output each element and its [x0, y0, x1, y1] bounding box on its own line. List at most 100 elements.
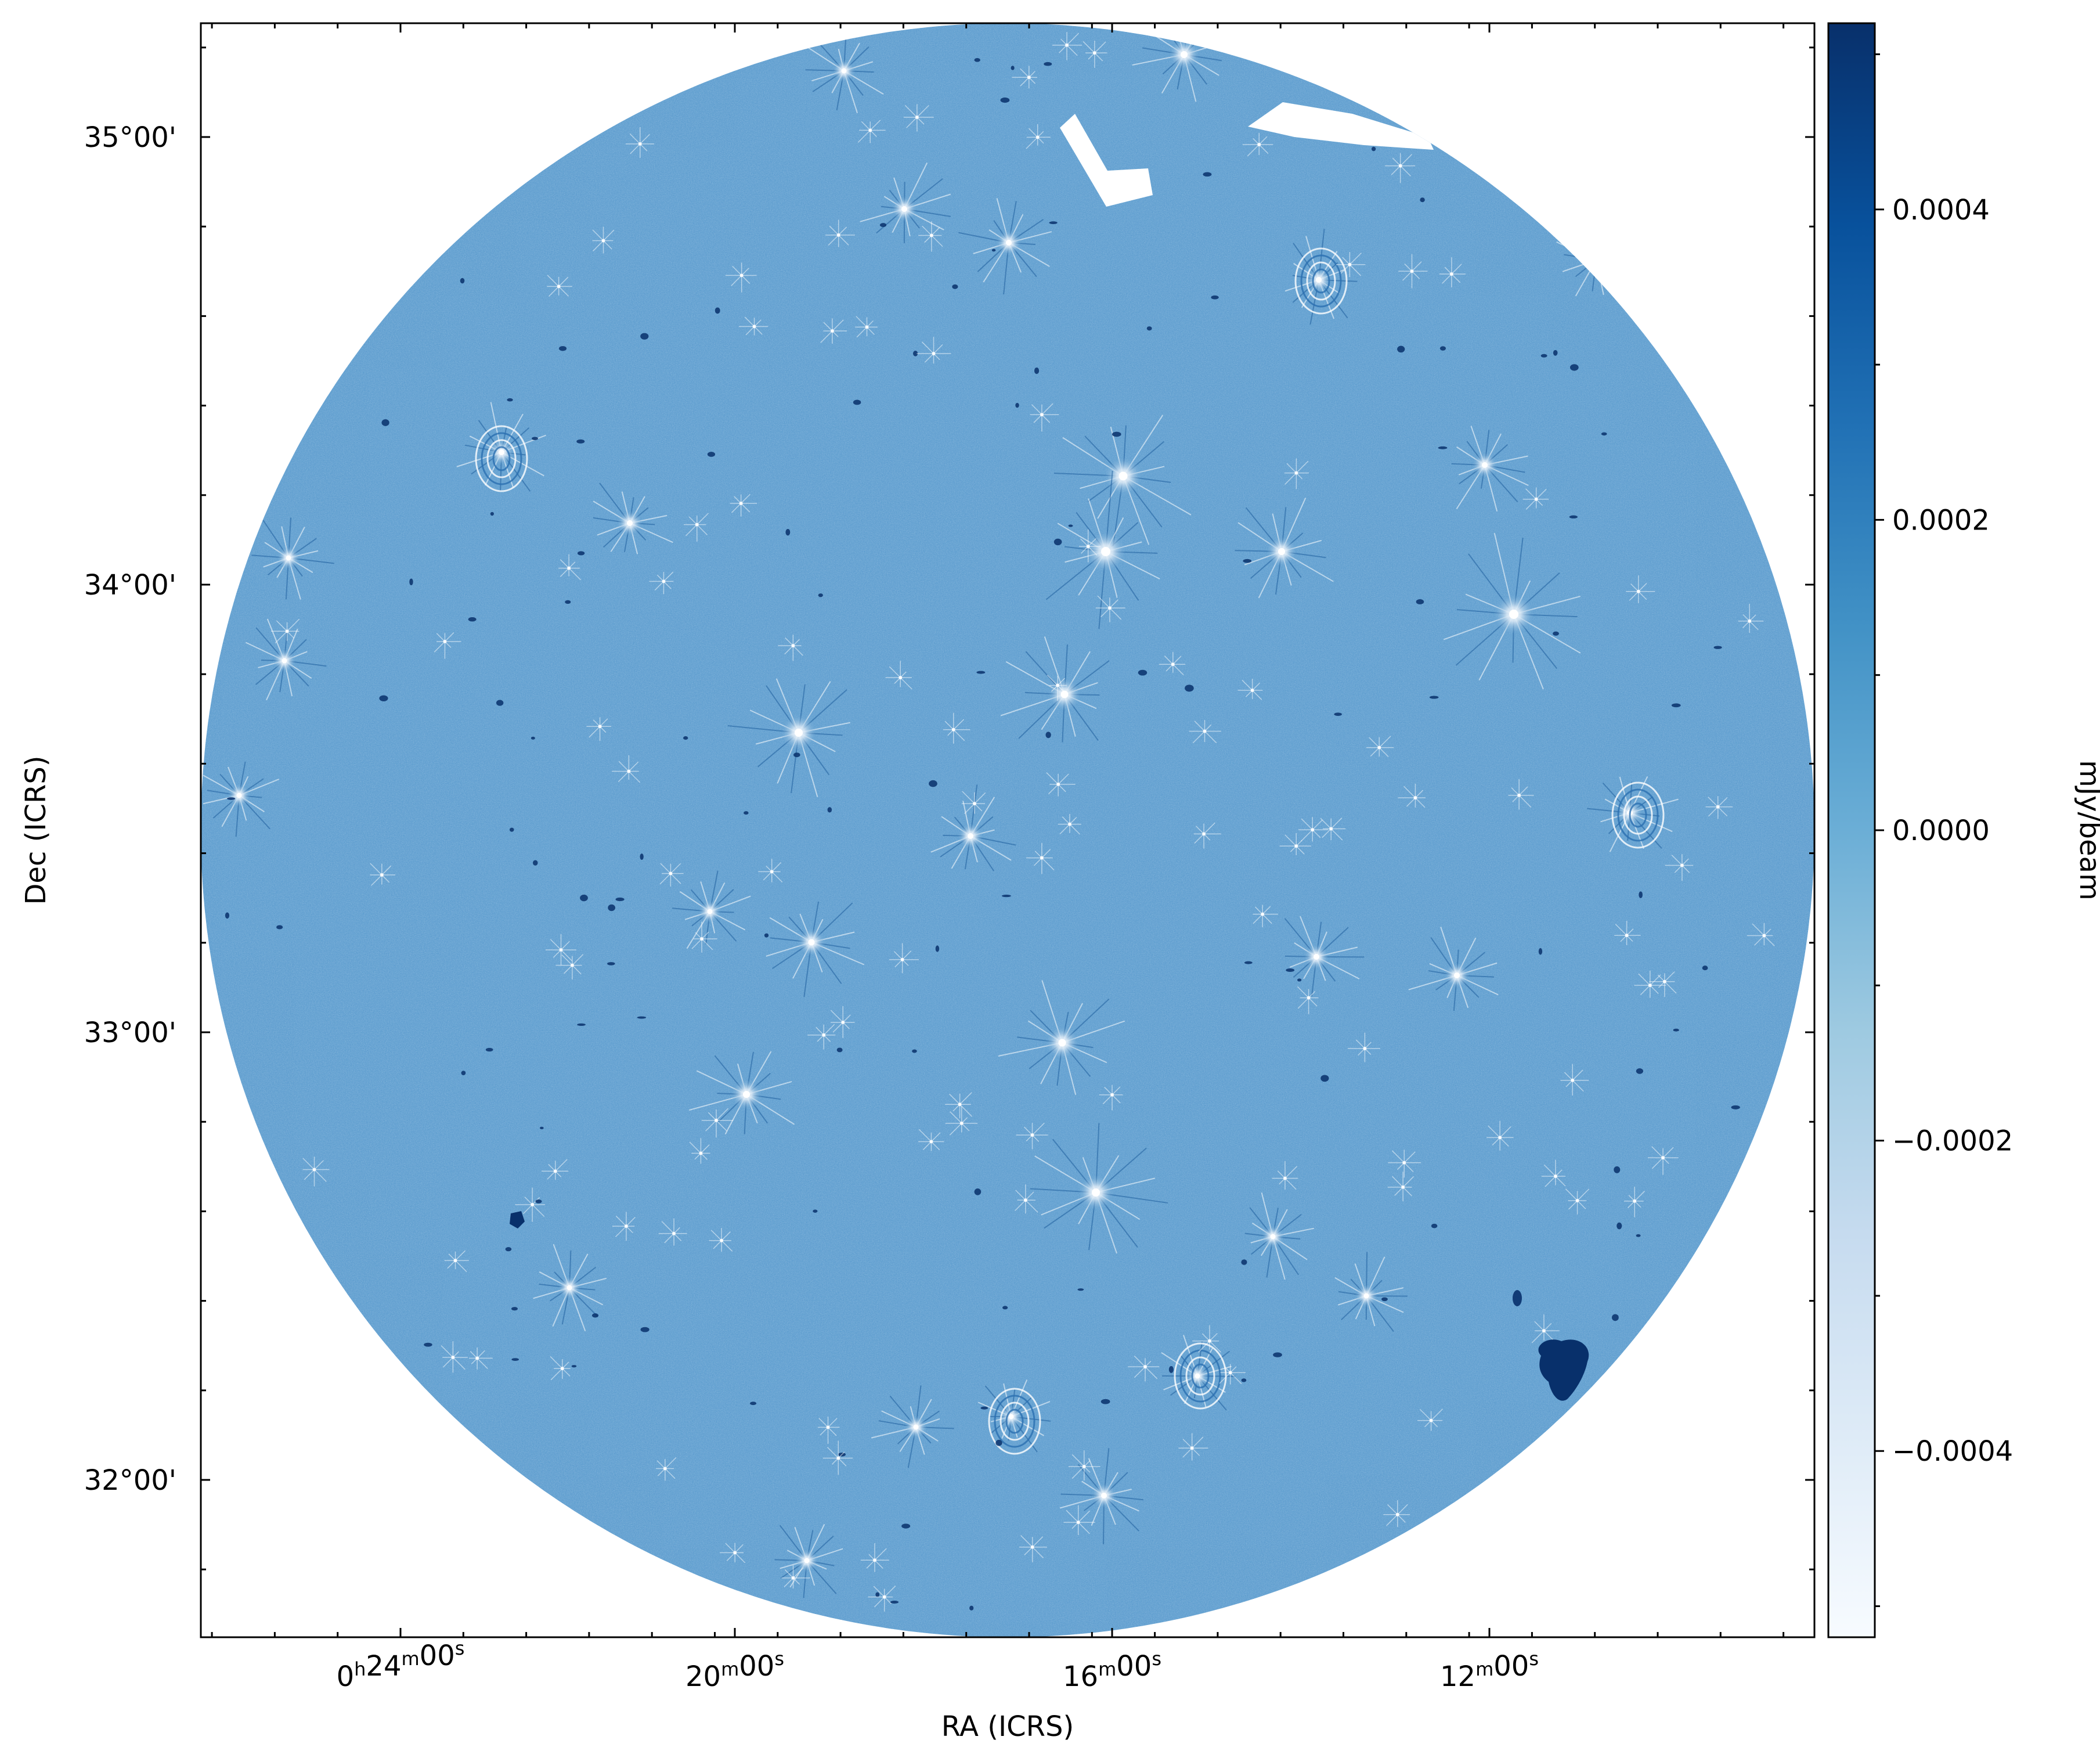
point-source [683, 736, 688, 740]
point-source [1702, 966, 1708, 971]
colorbar-label: mJy/beam [2073, 760, 2100, 900]
point-source [1095, 595, 1125, 622]
point-source [1553, 350, 1558, 356]
point-source [1601, 432, 1607, 436]
point-source [689, 1051, 795, 1135]
point-source [607, 962, 615, 966]
point-source [511, 1358, 519, 1361]
point-source [1178, 1433, 1208, 1461]
point-source [1647, 1146, 1679, 1175]
point-source [545, 934, 576, 966]
point-source [1297, 978, 1302, 982]
point-source [825, 219, 855, 247]
extended-source [1538, 1339, 1589, 1401]
point-source [871, 1385, 954, 1468]
point-source [1626, 575, 1655, 603]
point-source [1438, 446, 1448, 449]
point-source [460, 278, 465, 284]
dec-tick-label: 32°00' [84, 1464, 176, 1497]
point-source [860, 162, 951, 243]
point-source [444, 1250, 469, 1273]
point-source [615, 897, 625, 902]
point-source [988, 1388, 1041, 1455]
point-source [707, 452, 716, 457]
point-source [1671, 703, 1681, 708]
point-source [559, 346, 567, 351]
point-source [1347, 1032, 1380, 1062]
point-source [1398, 783, 1426, 808]
point-source [276, 925, 283, 930]
point-source [1189, 720, 1221, 744]
point-source [1538, 948, 1543, 955]
point-source [1002, 1306, 1008, 1310]
point-source [958, 198, 1052, 295]
point-source [701, 1108, 734, 1138]
point-source [1000, 97, 1010, 103]
point-source [1649, 971, 1677, 997]
point-source [1565, 1188, 1590, 1215]
colorbar-tick-label: −0.0002 [1892, 1125, 2013, 1158]
point-source [1614, 921, 1641, 946]
point-source [807, 1024, 836, 1050]
point-source [565, 600, 571, 604]
point-source [1451, 426, 1529, 512]
point-source [1049, 221, 1058, 225]
point-source [1636, 1068, 1644, 1074]
point-source [1053, 415, 1192, 546]
dec-tick-label: 34°00' [84, 569, 176, 601]
point-source [540, 1126, 544, 1129]
point-source [612, 1212, 636, 1241]
point-source [659, 863, 684, 887]
point-source [764, 933, 769, 938]
point-source [1058, 813, 1081, 835]
point-source [1100, 1399, 1110, 1404]
point-source [1385, 153, 1416, 183]
point-source [1569, 364, 1579, 371]
point-source [593, 482, 673, 554]
point-source [805, 34, 884, 113]
point-source [586, 717, 612, 741]
point-source [1611, 781, 1665, 849]
point-source [1185, 685, 1194, 692]
point-source [1397, 345, 1405, 353]
point-source [1320, 1075, 1329, 1082]
x-axis-title: RA (ICRS) [941, 1710, 1074, 1743]
point-source [1417, 1408, 1443, 1431]
point-source [1053, 538, 1062, 546]
point-source [879, 223, 887, 227]
point-source [1012, 66, 1037, 89]
point-source [889, 943, 919, 974]
colorbar-scale [1827, 22, 1876, 1638]
point-source [640, 1327, 650, 1332]
point-source [945, 1106, 978, 1136]
point-source [1336, 251, 1366, 278]
point-source [1192, 1325, 1222, 1353]
point-source [1241, 1259, 1247, 1265]
point-source [1443, 532, 1581, 690]
dec-tick-labels: 35°00' 34°00' 33°00' 32°00' [84, 121, 176, 1497]
point-source [270, 618, 300, 644]
ra-tick-label: 20m00s [685, 1648, 784, 1693]
point-source [302, 1157, 330, 1187]
point-source [1320, 817, 1346, 841]
point-source [1078, 529, 1101, 563]
point-source [818, 593, 823, 597]
point-source [658, 1218, 687, 1246]
point-source [778, 635, 803, 661]
y-axis-title: Dec (ICRS) [20, 755, 52, 905]
point-source [868, 1585, 896, 1612]
point-source [1665, 854, 1694, 881]
point-source [822, 1440, 853, 1475]
colorbar-tick-label: 0.0000 [1892, 815, 1990, 847]
point-source [903, 104, 934, 132]
point-source [943, 712, 970, 744]
point-source [1439, 346, 1446, 351]
point-source [1387, 1172, 1415, 1202]
point-source [912, 1049, 917, 1053]
point-source [785, 529, 791, 536]
point-source [1614, 1166, 1621, 1173]
point-source [591, 1313, 599, 1318]
point-source [1047, 675, 1067, 701]
point-source [727, 678, 850, 797]
